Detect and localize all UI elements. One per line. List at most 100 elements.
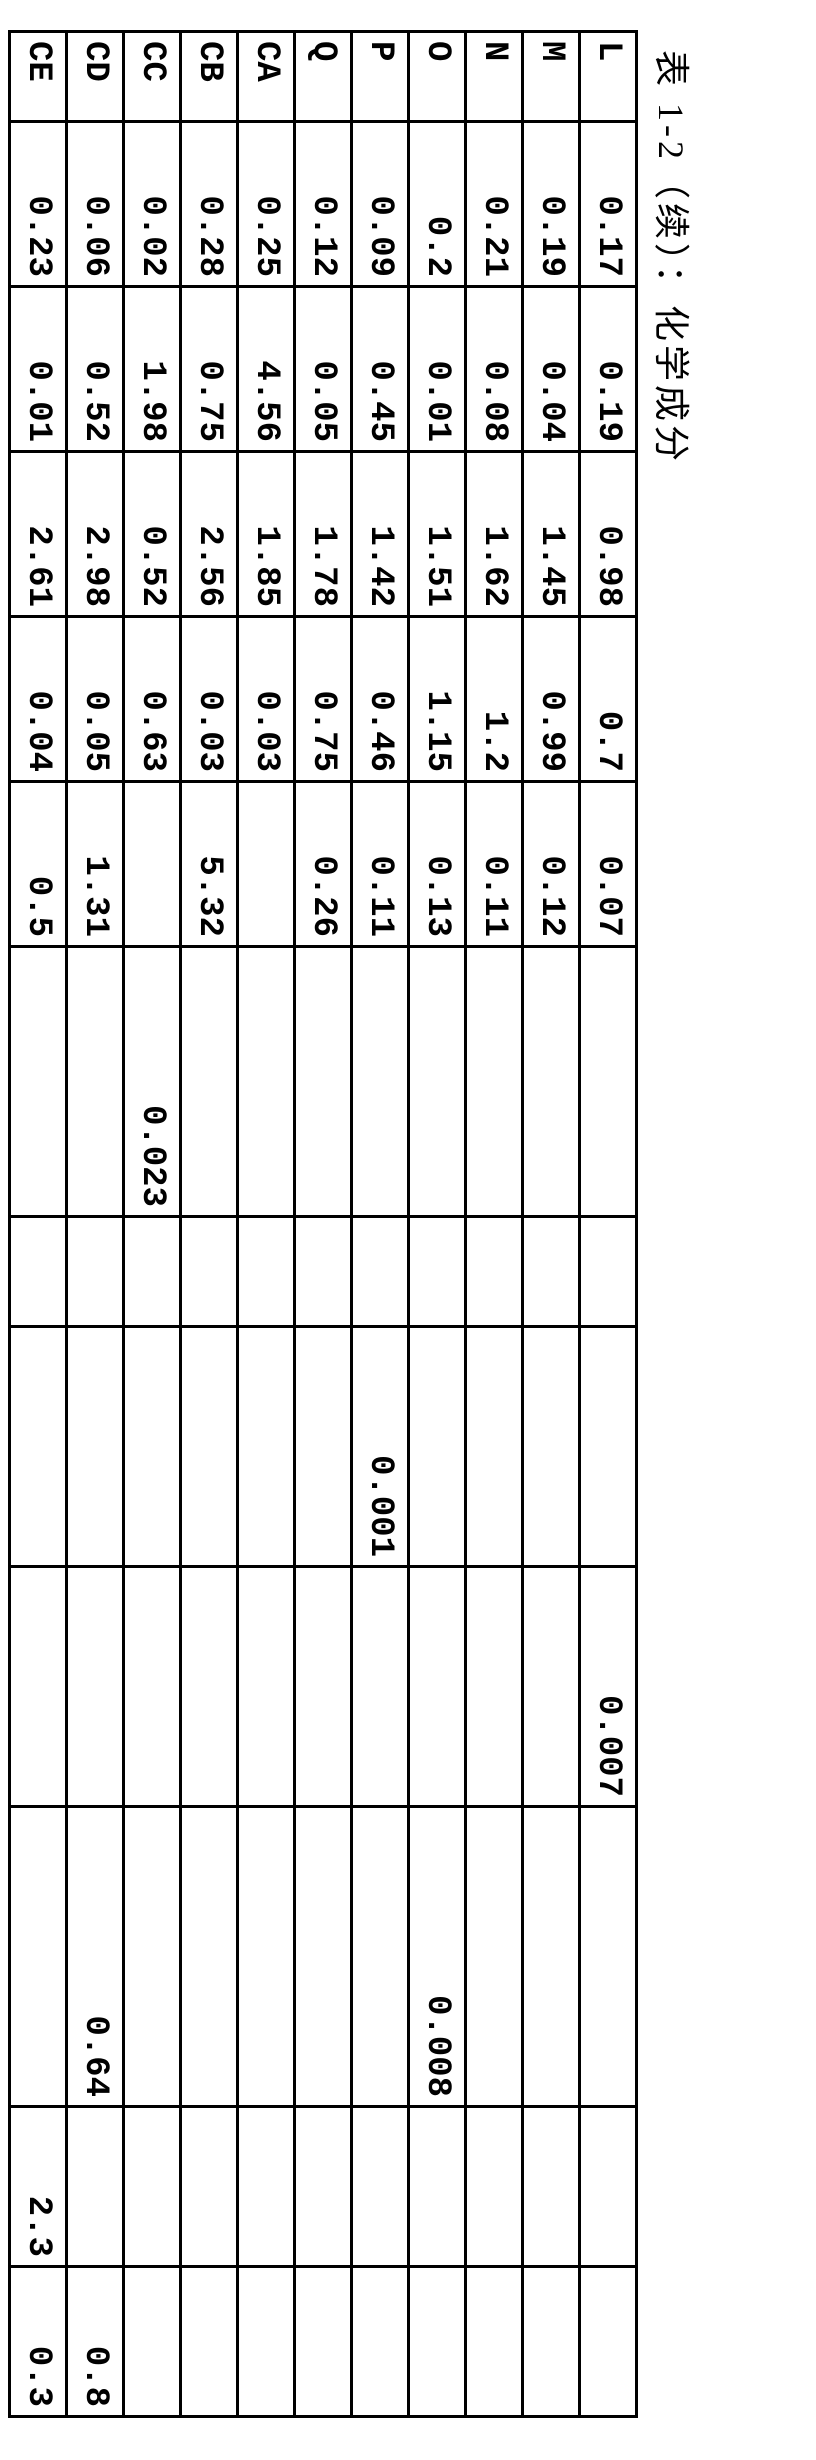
table-cell bbox=[10, 1327, 67, 1567]
table-cell bbox=[523, 2267, 580, 2417]
table-cell: 0.64 bbox=[67, 1807, 124, 2107]
table-cell bbox=[10, 1217, 67, 1327]
table-cell bbox=[67, 1217, 124, 1327]
table-cell: 0.26 bbox=[295, 782, 352, 947]
table-cell: 0.11 bbox=[352, 782, 409, 947]
table-cell: 1.51 bbox=[409, 452, 466, 617]
table-cell: 0.03 bbox=[238, 617, 295, 782]
table-cell: 1.45 bbox=[523, 452, 580, 617]
table-cell: 4.56 bbox=[238, 287, 295, 452]
table-cell bbox=[295, 1327, 352, 1567]
table-row: CA0.254.561.850.03 bbox=[238, 32, 295, 2417]
table-cell: 0.45 bbox=[352, 287, 409, 452]
table-cell bbox=[580, 1807, 637, 2107]
row-label: CE bbox=[10, 32, 67, 122]
table-cell bbox=[352, 2107, 409, 2267]
table-cell bbox=[238, 782, 295, 947]
table-cell bbox=[295, 1217, 352, 1327]
table-cell bbox=[10, 947, 67, 1217]
table-cell bbox=[181, 1567, 238, 1807]
table-cell: 0.46 bbox=[352, 617, 409, 782]
table-row: CC0.021.980.520.630.023 bbox=[124, 32, 181, 2417]
row-label: N bbox=[466, 32, 523, 122]
table-cell: 0.98 bbox=[580, 452, 637, 617]
table-row: L0.170.190.980.70.070.007 bbox=[580, 32, 637, 2417]
table-cell bbox=[295, 1807, 352, 2107]
table-cell bbox=[181, 2267, 238, 2417]
table-cell bbox=[580, 1327, 637, 1567]
table-cell bbox=[523, 1567, 580, 1807]
table-cell: 0.008 bbox=[409, 1807, 466, 2107]
table-cell bbox=[124, 1807, 181, 2107]
table-cell bbox=[466, 1217, 523, 1327]
table-cell bbox=[352, 2267, 409, 2417]
table-cell bbox=[181, 1217, 238, 1327]
table-cell: 0.12 bbox=[295, 122, 352, 287]
table-cell: 0.04 bbox=[10, 617, 67, 782]
table-cell: 0.04 bbox=[523, 287, 580, 452]
table-cell bbox=[466, 2107, 523, 2267]
table-cell: 0.8 bbox=[67, 2267, 124, 2417]
table-cell bbox=[523, 1327, 580, 1567]
table-cell: 0.05 bbox=[295, 287, 352, 452]
table-cell: 0.99 bbox=[523, 617, 580, 782]
table-cell: 0.21 bbox=[466, 122, 523, 287]
table-cell bbox=[523, 1807, 580, 2107]
table-cell: 1.98 bbox=[124, 287, 181, 452]
table-cell: 1.62 bbox=[466, 452, 523, 617]
table-row: CD0.060.522.980.051.310.640.8 bbox=[67, 32, 124, 2417]
table-cell bbox=[466, 1567, 523, 1807]
chemical-composition-table: L0.170.190.980.70.070.007M0.190.041.450.… bbox=[8, 30, 638, 2418]
row-label: L bbox=[580, 32, 637, 122]
table-cell bbox=[181, 1807, 238, 2107]
table-cell: 0.7 bbox=[580, 617, 637, 782]
table-cell bbox=[295, 2107, 352, 2267]
table-cell bbox=[181, 1327, 238, 1567]
table-cell: 0.63 bbox=[124, 617, 181, 782]
table-cell: 0.52 bbox=[67, 287, 124, 452]
table-cell: 2.98 bbox=[67, 452, 124, 617]
table-cell: 0.02 bbox=[124, 122, 181, 287]
table-cell bbox=[580, 2267, 637, 2417]
table-cell: 0.11 bbox=[466, 782, 523, 947]
table-cell: 0.2 bbox=[409, 122, 466, 287]
row-label: CB bbox=[181, 32, 238, 122]
table-cell bbox=[238, 2107, 295, 2267]
table-cell: 5.32 bbox=[181, 782, 238, 947]
table-cell bbox=[124, 1327, 181, 1567]
table-cell: 1.85 bbox=[238, 452, 295, 617]
table-cell: 2.3 bbox=[10, 2107, 67, 2267]
table-cell: 0.19 bbox=[523, 122, 580, 287]
table-cell bbox=[523, 2107, 580, 2267]
row-label: CC bbox=[124, 32, 181, 122]
table-cell: 0.05 bbox=[67, 617, 124, 782]
table-cell: 0.75 bbox=[295, 617, 352, 782]
table-cell: 0.28 bbox=[181, 122, 238, 287]
table-cell bbox=[238, 1807, 295, 2107]
table-cell: 0.3 bbox=[10, 2267, 67, 2417]
table-cell: 0.09 bbox=[352, 122, 409, 287]
table-row: Q0.120.051.780.750.26 bbox=[295, 32, 352, 2417]
table-cell bbox=[580, 947, 637, 1217]
table-cell: 0.23 bbox=[10, 122, 67, 287]
table-title: 表 1-2（续）：化学成分 bbox=[648, 50, 700, 2430]
table-cell bbox=[352, 947, 409, 1217]
table-cell: 1.78 bbox=[295, 452, 352, 617]
row-label: CD bbox=[67, 32, 124, 122]
table-cell: 0.12 bbox=[523, 782, 580, 947]
table-cell: 0.13 bbox=[409, 782, 466, 947]
table-row: CB0.280.752.560.035.32 bbox=[181, 32, 238, 2417]
table-cell: 1.42 bbox=[352, 452, 409, 617]
table-cell bbox=[466, 2267, 523, 2417]
row-label: P bbox=[352, 32, 409, 122]
table-cell: 0.007 bbox=[580, 1567, 637, 1807]
table-cell: 0.17 bbox=[580, 122, 637, 287]
table-cell bbox=[523, 1217, 580, 1327]
table-cell bbox=[67, 1327, 124, 1567]
table-cell bbox=[67, 2107, 124, 2267]
table-cell bbox=[523, 947, 580, 1217]
table-cell bbox=[409, 2267, 466, 2417]
table-row: CE0.230.012.610.040.52.30.3 bbox=[10, 32, 67, 2417]
table-cell bbox=[124, 1567, 181, 1807]
table-cell: 0.03 bbox=[181, 617, 238, 782]
